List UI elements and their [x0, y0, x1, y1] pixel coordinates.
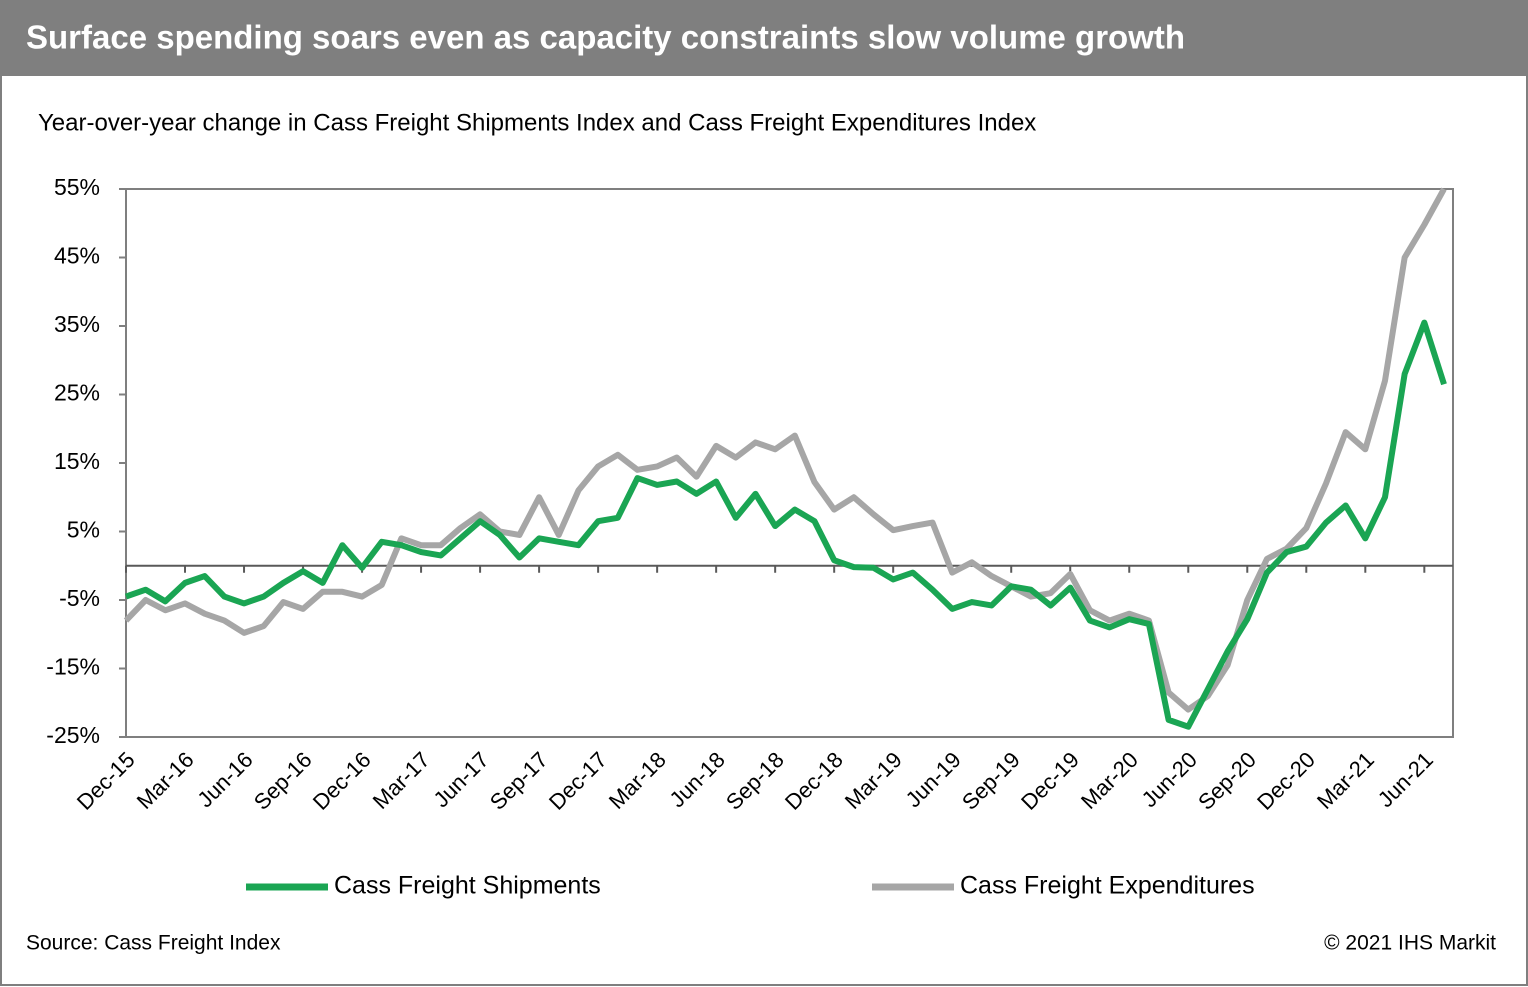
y-tick-label: 45%	[54, 243, 100, 269]
subtitle: Year-over-year change in Cass Freight Sh…	[38, 109, 1036, 136]
y-tick-label: -15%	[46, 654, 100, 680]
copyright: © 2021 IHS Markit	[1324, 932, 1496, 955]
legend-label: Cass Freight Shipments	[334, 872, 601, 900]
y-tick-label: 25%	[54, 380, 100, 406]
y-tick-label: 5%	[67, 517, 100, 543]
chart-title: Surface spending soars even as capacity …	[26, 19, 1185, 56]
source: Source: Cass Freight Index	[26, 932, 281, 955]
y-tick-label: -25%	[46, 722, 100, 748]
y-tick-label: -5%	[59, 585, 100, 611]
legend-label: Cass Freight Expenditures	[960, 872, 1255, 900]
series-line	[125, 319, 1447, 730]
y-tick-label: 55%	[54, 174, 100, 200]
y-tick-label: 15%	[54, 448, 100, 474]
y-tick-label: 35%	[54, 311, 100, 337]
series-line	[123, 187, 1447, 713]
title-bar	[1, 1, 1527, 76]
